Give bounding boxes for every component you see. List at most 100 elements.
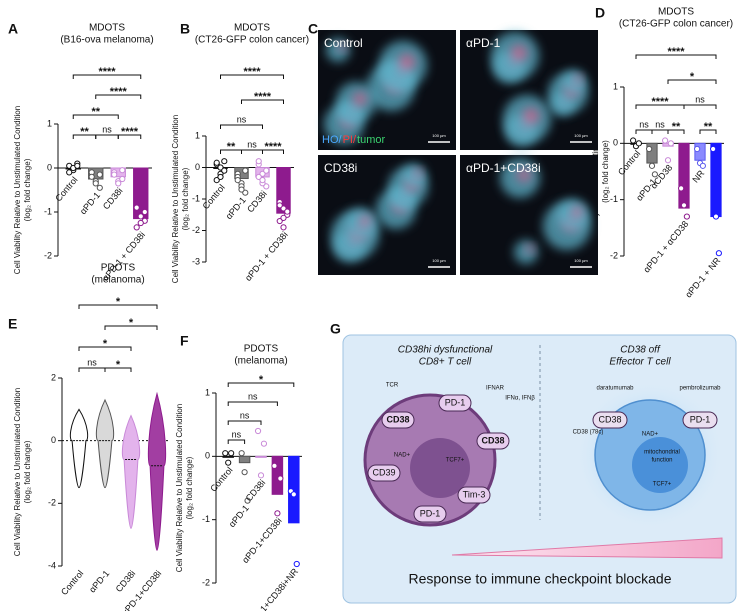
data-point <box>662 137 669 144</box>
panel-letter: G <box>330 321 341 337</box>
violin <box>69 408 89 489</box>
x-tick-label: αPD-1 <box>227 503 251 529</box>
panel-letter: C <box>308 21 318 37</box>
schematic-label: daratumumab <box>596 386 634 392</box>
data-point <box>699 162 706 169</box>
data-point <box>74 162 81 169</box>
significance-bracket <box>227 439 246 444</box>
schematic-label: CD39 <box>372 467 395 477</box>
y-tick-label: -1 <box>44 206 52 216</box>
schematic-label: Tim-3 <box>463 489 486 499</box>
significance-bracket <box>104 367 132 372</box>
x-tick-label: αPD-1 <box>87 568 111 594</box>
schematic-label: TCR <box>386 383 399 389</box>
significance-bracket <box>699 129 717 134</box>
receptor-pill <box>592 411 628 429</box>
micrograph: Control 100 µm <box>318 30 456 150</box>
significance-bracket <box>220 124 263 129</box>
data-point <box>92 180 99 187</box>
effector-nucleus <box>632 437 688 493</box>
schematic-title: CD38 off <box>620 345 661 356</box>
panel-letter: D <box>595 5 605 21</box>
data-point <box>280 224 287 231</box>
data-point <box>115 180 122 187</box>
schematic-label: mitochondrial <box>644 450 680 456</box>
data-point <box>664 157 672 164</box>
significance-bracket <box>95 94 142 99</box>
y-tick-label: -2 <box>610 250 618 260</box>
y-tick-label: 1 <box>613 81 618 91</box>
significance-label: * <box>116 296 121 308</box>
bar <box>222 455 234 458</box>
y-axis-label: Cell Viability Relative to Unstimulated … <box>13 106 22 274</box>
violin <box>95 398 115 489</box>
x-tick-label: Control <box>208 465 234 494</box>
schematic-title: Effector T cell <box>609 357 671 368</box>
micrograph-label: Control <box>324 36 363 50</box>
significance-label: **** <box>243 66 261 78</box>
y-tick-label: -2 <box>44 250 52 260</box>
schematic-label: NAD+ <box>642 432 659 438</box>
data-point <box>228 450 235 457</box>
y-axis-label: (log₂ fold change) <box>23 440 32 503</box>
data-point <box>254 427 262 435</box>
data-point <box>234 177 241 184</box>
x-tick-label: αPD-1 + NR <box>683 255 722 299</box>
significance-label: ** <box>80 126 89 138</box>
data-point <box>133 224 140 231</box>
receptor-pill <box>367 464 401 482</box>
significance-bracket <box>95 134 119 139</box>
data-point <box>141 208 148 216</box>
data-point <box>277 475 284 482</box>
x-tick-label: αPD-1+CD38i <box>240 516 284 565</box>
data-point <box>271 462 278 469</box>
y-tick-label: 0 <box>205 451 210 461</box>
bar <box>710 142 722 218</box>
data-point <box>646 145 653 153</box>
significance-label: ns <box>248 391 258 401</box>
pi-signal <box>571 206 583 218</box>
bar <box>271 455 284 495</box>
x-tick-label: αPD-1 + CD38i <box>243 230 290 283</box>
data-point <box>694 145 701 153</box>
chart-title: (melanoma) <box>91 275 144 286</box>
schematic-label: PD-1 <box>420 508 441 518</box>
y-tick-label: -3 <box>192 256 200 266</box>
schematic-label: NAD+ <box>394 453 411 459</box>
significance-bracket <box>78 367 106 372</box>
significance-bracket <box>262 149 284 154</box>
receptor-pill <box>457 486 491 504</box>
receptor-pill <box>438 394 472 412</box>
pi-signal <box>573 74 583 84</box>
schematic-title: CD38hi dysfunctional <box>398 345 493 356</box>
significance-label: **** <box>254 91 272 103</box>
cell-cluster <box>514 240 538 264</box>
data-point <box>222 450 229 457</box>
significance-label: ns <box>240 410 250 420</box>
data-point <box>119 175 126 183</box>
scale-bar-label: 100 µm <box>574 133 588 138</box>
bar <box>678 142 690 209</box>
significance-bracket <box>667 79 717 84</box>
stain-label: HO/ <box>322 134 343 146</box>
schematic-label: CD38 (78c) <box>573 430 604 436</box>
y-axis-label: (log₂ fold change) <box>23 158 32 221</box>
schematic-label: PD-1 <box>445 397 466 407</box>
y-axis-label: (log₂ fold change) <box>601 140 610 203</box>
data-point <box>274 510 281 517</box>
data-point <box>635 140 642 147</box>
x-tick-label: Control <box>59 568 85 597</box>
y-axis-label: (log₂ fold change) <box>185 456 194 519</box>
pi-signal <box>337 42 347 52</box>
significance-bracket <box>635 129 653 134</box>
y-tick-label: 0 <box>613 138 618 148</box>
y-axis-label: Cell Viability Relative to Unstimulated … <box>171 115 180 283</box>
data-point <box>96 184 103 191</box>
schematic-label: TCF7+ <box>653 482 672 488</box>
y-axis-label: Cell Viability Relative to Unstimulated … <box>175 404 184 572</box>
significance-bracket <box>667 129 685 134</box>
violin <box>147 391 167 551</box>
data-point <box>221 167 228 174</box>
y-tick-label: -2 <box>192 225 200 235</box>
